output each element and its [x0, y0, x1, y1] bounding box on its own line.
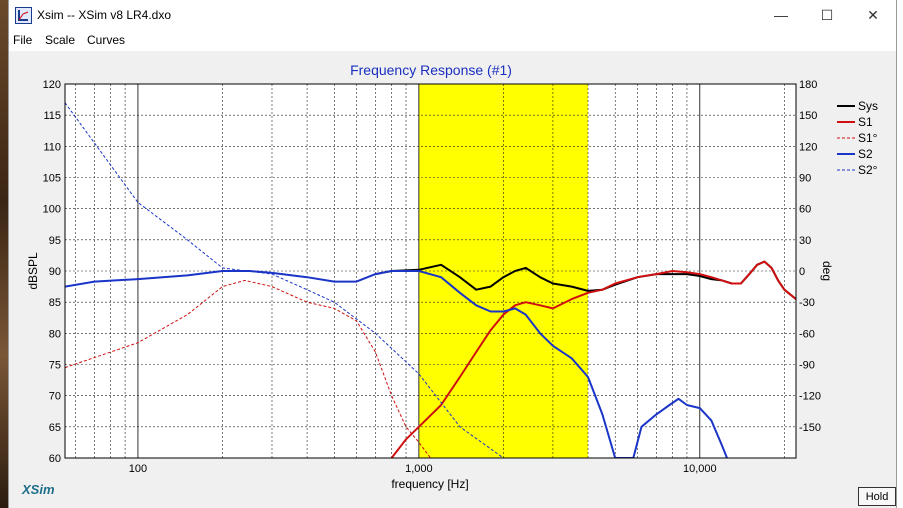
y2-tick-label: 90 — [799, 173, 811, 185]
desktop-background — [0, 0, 8, 508]
legend-label[interactable]: S2° — [858, 163, 878, 177]
maximize-icon: ☐ — [820, 6, 834, 23]
y-axis-label: dBSPL — [26, 252, 40, 290]
y2-tick-label: -90 — [799, 360, 815, 372]
legend-label[interactable]: S1° — [858, 131, 878, 145]
y-tick-label: 120 — [43, 79, 61, 91]
minimize-button[interactable]: — — [758, 0, 804, 30]
plot-frame — [64, 83, 797, 459]
y-tick-label: 95 — [49, 235, 61, 247]
maximize-button[interactable]: ☐ — [804, 0, 850, 30]
chart-title: Frequency Response (#1) — [350, 62, 512, 78]
close-button[interactable]: ✕ — [850, 0, 896, 30]
title-bar: Xsim -- XSim v8 LR4.dxo — ☐ ✕ — [9, 0, 896, 30]
y2-axis-label: deg — [820, 261, 834, 281]
legend-label[interactable]: Sys — [858, 99, 878, 113]
y-tick-label: 65 — [49, 422, 61, 434]
y-tick-label: 90 — [49, 266, 61, 278]
legend-label[interactable]: S2 — [858, 147, 873, 161]
y-tick-label: 105 — [43, 173, 61, 185]
menu-scale[interactable]: Scale — [45, 33, 76, 47]
y2-tick-label: -150 — [799, 422, 821, 434]
menu-curves[interactable]: Curves — [87, 33, 126, 47]
y2-tick-label: 30 — [799, 235, 811, 247]
series-line-3 — [65, 270, 728, 458]
minimize-icon: — — [774, 7, 788, 23]
x-tick-label: 100 — [129, 463, 147, 475]
y2-tick-label: 150 — [799, 110, 817, 122]
y-tick-label: 110 — [43, 141, 61, 153]
x-tick-label: 10,000 — [683, 463, 717, 475]
app-icon — [15, 7, 32, 24]
y2-tick-label: 60 — [799, 204, 811, 216]
xsim-brand-label: XSim — [22, 482, 55, 497]
close-icon: ✕ — [867, 6, 879, 23]
y-tick-label: 70 — [49, 391, 61, 403]
y2-tick-label: 180 — [799, 79, 817, 91]
y-tick-label: 75 — [49, 360, 61, 372]
y2-tick-label: -120 — [799, 391, 821, 403]
y-tick-label: 60 — [49, 453, 61, 465]
series-line-1 — [390, 260, 796, 458]
series-line-4 — [65, 102, 504, 458]
hold-button[interactable]: Hold — [858, 487, 896, 506]
y2-tick-label: 120 — [799, 141, 817, 153]
y-tick-label: 115 — [43, 110, 61, 122]
menu-file[interactable]: File — [13, 33, 33, 47]
legend-label[interactable]: S1 — [858, 115, 873, 129]
y2-tick-label: -30 — [799, 297, 815, 309]
series-line-2 — [65, 279, 431, 458]
y-tick-label: 100 — [43, 204, 61, 216]
window-title: Xsim -- XSim v8 LR4.dxo — [37, 8, 172, 22]
menu-bar: File Scale Curves — [9, 30, 896, 51]
y2-tick-label: 0 — [799, 266, 805, 278]
x-axis-label: frequency [Hz] — [391, 477, 468, 491]
x-tick-label: 1,000 — [405, 463, 433, 475]
y-tick-label: 80 — [49, 328, 61, 340]
y2-tick-label: -60 — [799, 328, 815, 340]
y-tick-label: 85 — [49, 297, 61, 309]
